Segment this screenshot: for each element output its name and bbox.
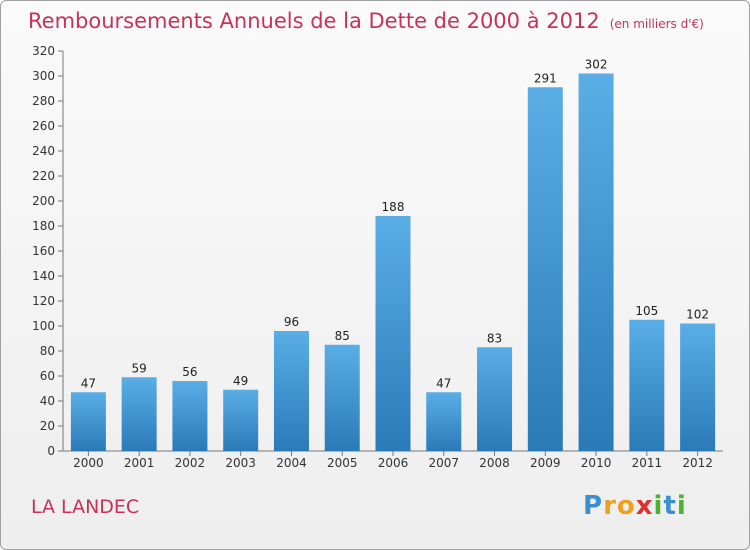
x-tick-label: 2010 (581, 456, 612, 470)
bar (629, 319, 665, 451)
y-tick-label: 260 (32, 119, 55, 133)
logo-letter: t (663, 491, 677, 521)
x-tick-label: 2005 (327, 456, 358, 470)
y-tick-label: 0 (47, 444, 55, 458)
bar (223, 389, 259, 451)
bar-value-label: 302 (585, 58, 608, 72)
chart-unit: (en milliers d'€) (609, 17, 704, 31)
logo-letter: r (603, 491, 617, 521)
y-tick-label: 80 (40, 344, 55, 358)
bar (680, 323, 716, 451)
bar-value-label: 47 (436, 376, 451, 390)
bar (426, 392, 462, 451)
bar (70, 392, 106, 451)
chart-title: Remboursements Annuels de la Dette de 20… (28, 9, 704, 33)
x-tick-label: 2001 (124, 456, 155, 470)
bar-value-label: 59 (132, 361, 147, 375)
x-tick-label: 2003 (225, 456, 256, 470)
logo-letter: i (653, 491, 664, 521)
y-tick-label: 60 (40, 369, 55, 383)
logo-letter: i (676, 491, 687, 521)
x-tick-label: 2011 (632, 456, 663, 470)
y-tick-label: 240 (32, 144, 55, 158)
logo-letter: o (616, 491, 636, 521)
y-tick-label: 200 (32, 194, 55, 208)
bar (172, 381, 208, 451)
bar (324, 344, 360, 451)
x-tick-label: 2006 (378, 456, 409, 470)
bar-value-label: 102 (686, 308, 709, 322)
bar (477, 347, 513, 451)
x-tick-label: 2000 (73, 456, 104, 470)
y-tick-label: 40 (40, 394, 55, 408)
bar-value-label: 96 (284, 315, 299, 329)
bar-value-label: 49 (233, 374, 248, 388)
bar-value-label: 85 (335, 329, 350, 343)
bar-layer: 47 59 56 49 96 85 188 47 83 291 302 105 102 (70, 58, 716, 451)
y-tick-label: 320 (32, 44, 55, 58)
y-tick-label: 220 (32, 169, 55, 183)
bar-value-label: 188 (382, 200, 405, 214)
commune-name: LA LANDEC (31, 496, 140, 518)
bar (273, 331, 309, 451)
x-tick-label: 2002 (175, 456, 206, 470)
y-tick-label: 120 (32, 294, 55, 308)
bar (578, 73, 614, 451)
x-tick-label: 2007 (428, 456, 459, 470)
bar-value-label: 56 (182, 365, 197, 379)
chart-title-text: Remboursements Annuels de la Dette de 20… (28, 9, 600, 33)
bar-value-label: 105 (635, 304, 658, 318)
logo-letter: P (583, 491, 604, 521)
bar (527, 87, 563, 451)
y-tick-label: 140 (32, 269, 55, 283)
bar-value-label: 47 (81, 376, 96, 390)
y-tick-label: 100 (32, 319, 55, 333)
bar (121, 377, 157, 451)
x-tick-label: 2009 (530, 456, 561, 470)
y-tick-label: 160 (32, 244, 55, 258)
proxiti-logo: Proxiti (583, 491, 687, 521)
axis-layer: 0 20 40 60 80 100 120 140 160 180 200 220 240 260 280 3… (32, 44, 723, 470)
x-tick-label: 2008 (479, 456, 510, 470)
y-tick-label: 280 (32, 94, 55, 108)
y-tick-label: 20 (40, 419, 55, 433)
logo-letter: x (635, 491, 654, 521)
bar (375, 216, 411, 451)
y-tick-label: 300 (32, 69, 55, 83)
bar-value-label: 291 (534, 71, 557, 85)
x-tick-label: 2004 (276, 456, 307, 470)
y-tick-label: 180 (32, 219, 55, 233)
bar-value-label: 83 (487, 331, 502, 345)
x-tick-label: 2012 (682, 456, 713, 470)
